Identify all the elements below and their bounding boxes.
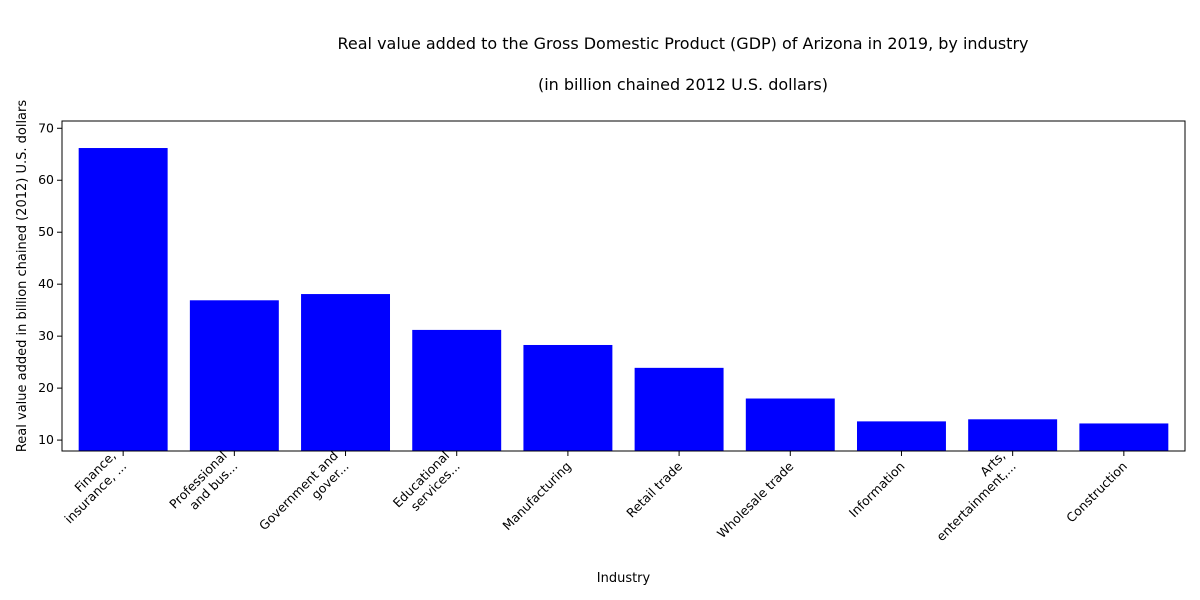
x-tick-label: Professionaland bus... bbox=[166, 448, 240, 522]
bar bbox=[412, 329, 502, 451]
bar bbox=[968, 419, 1058, 451]
y-tick-label: 50 bbox=[38, 224, 54, 239]
x-tick-label: Educationalservices... bbox=[390, 448, 463, 521]
y-axis-label: Real value added in billion chained (201… bbox=[15, 100, 30, 453]
y-tick-label: 30 bbox=[38, 328, 54, 343]
x-tick-label: Arts,entertainment,... bbox=[923, 448, 1019, 544]
y-tick-label: 40 bbox=[38, 276, 54, 291]
bar bbox=[634, 367, 724, 451]
plot-frame bbox=[61, 120, 1186, 452]
y-tick-label: 60 bbox=[38, 172, 54, 187]
x-tick-label: Finance,insurance, ... bbox=[51, 448, 129, 526]
bar bbox=[745, 398, 835, 451]
bar bbox=[856, 421, 946, 451]
bar bbox=[523, 344, 613, 451]
x-tick-label: Manufacturing bbox=[499, 459, 574, 534]
bar bbox=[189, 300, 279, 451]
x-tick-label: Information bbox=[846, 459, 908, 521]
chart-title: Real value added to the Gross Domestic P… bbox=[337, 34, 1029, 53]
bar bbox=[301, 294, 391, 451]
y-tick-label: 70 bbox=[38, 120, 54, 135]
x-axis-label: Industry bbox=[597, 571, 651, 586]
x-tick-label: Construction bbox=[1063, 459, 1130, 526]
x-tick-label: Retail trade bbox=[623, 458, 685, 520]
x-tick-label: Government andgover... bbox=[256, 448, 352, 544]
bar bbox=[1079, 423, 1169, 451]
x-tick-label: Wholesale trade bbox=[714, 458, 797, 541]
y-tick-label: 20 bbox=[38, 380, 54, 395]
chart-subtitle: (in billion chained 2012 U.S. dollars) bbox=[537, 75, 828, 94]
bar bbox=[78, 148, 168, 451]
y-tick-label: 10 bbox=[38, 432, 54, 447]
